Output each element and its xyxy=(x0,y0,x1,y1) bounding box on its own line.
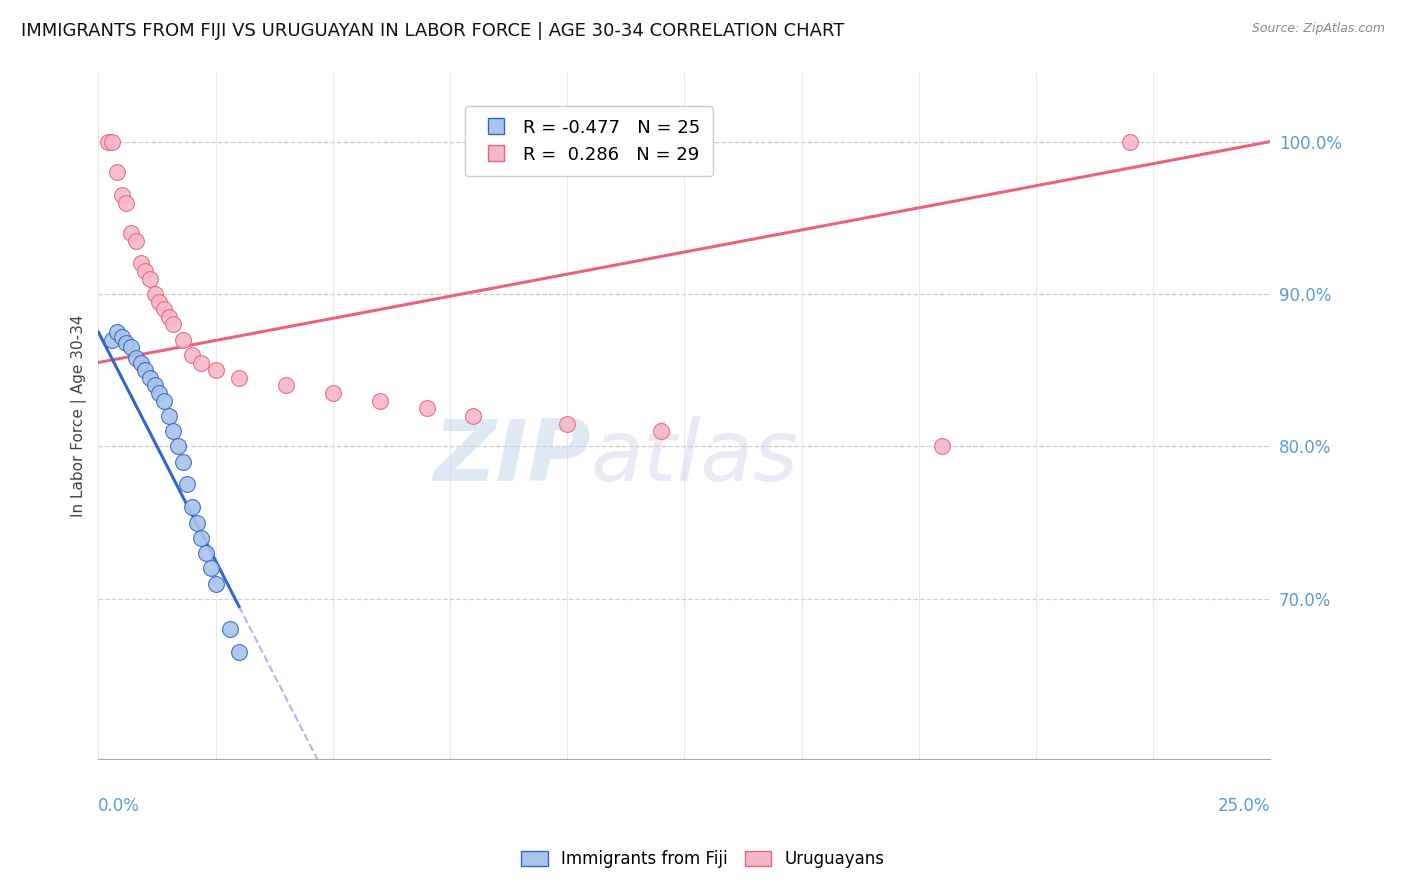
Point xyxy=(274,378,297,392)
Point xyxy=(111,329,134,343)
Point xyxy=(463,409,485,423)
Point xyxy=(105,165,128,179)
Point xyxy=(120,226,142,240)
Point xyxy=(228,371,250,385)
Point xyxy=(167,439,190,453)
Point xyxy=(162,424,184,438)
Text: 25.0%: 25.0% xyxy=(1218,797,1271,814)
Point xyxy=(129,355,152,369)
Y-axis label: In Labor Force | Age 30-34: In Labor Force | Age 30-34 xyxy=(72,315,87,517)
Point xyxy=(153,393,176,408)
Point xyxy=(143,287,166,301)
Point xyxy=(650,424,672,438)
Point xyxy=(115,335,138,350)
Point xyxy=(129,256,152,270)
Text: ZIP: ZIP xyxy=(433,416,591,499)
Legend: Immigrants from Fiji, Uruguayans: Immigrants from Fiji, Uruguayans xyxy=(515,844,891,875)
Text: IMMIGRANTS FROM FIJI VS URUGUAYAN IN LABOR FORCE | AGE 30-34 CORRELATION CHART: IMMIGRANTS FROM FIJI VS URUGUAYAN IN LAB… xyxy=(21,22,845,40)
Point xyxy=(134,264,156,278)
Point xyxy=(1119,135,1142,149)
Point xyxy=(218,622,240,636)
Text: Source: ZipAtlas.com: Source: ZipAtlas.com xyxy=(1251,22,1385,36)
Point xyxy=(172,333,194,347)
Point xyxy=(322,386,344,401)
Point xyxy=(115,195,138,210)
Point xyxy=(101,135,124,149)
Text: 0.0%: 0.0% xyxy=(98,797,141,814)
Point xyxy=(186,516,208,530)
Point xyxy=(228,645,250,659)
Point xyxy=(125,234,148,248)
Point xyxy=(162,318,184,332)
Point xyxy=(101,333,124,347)
Point xyxy=(195,546,218,560)
Point xyxy=(148,386,170,401)
Point xyxy=(97,135,120,149)
Point xyxy=(555,417,578,431)
Point xyxy=(368,393,391,408)
Point xyxy=(153,302,176,317)
Point xyxy=(931,439,953,453)
Point xyxy=(204,576,226,591)
Point xyxy=(139,371,162,385)
Point xyxy=(148,294,170,309)
Point xyxy=(139,271,162,285)
Point xyxy=(190,531,212,545)
Point xyxy=(415,401,437,416)
Point xyxy=(176,477,198,491)
Point xyxy=(181,500,204,515)
Point xyxy=(134,363,156,377)
Point xyxy=(190,355,212,369)
Point xyxy=(200,561,222,575)
Point xyxy=(111,187,134,202)
Point xyxy=(143,378,166,392)
Point xyxy=(157,310,180,324)
Point xyxy=(105,325,128,339)
Point xyxy=(172,454,194,468)
Legend: R = -0.477   N = 25, R =  0.286   N = 29: R = -0.477 N = 25, R = 0.286 N = 29 xyxy=(465,106,713,177)
Point xyxy=(181,348,204,362)
Point xyxy=(204,363,226,377)
Point xyxy=(120,340,142,354)
Text: atlas: atlas xyxy=(591,416,799,499)
Point xyxy=(125,351,148,365)
Point xyxy=(157,409,180,423)
